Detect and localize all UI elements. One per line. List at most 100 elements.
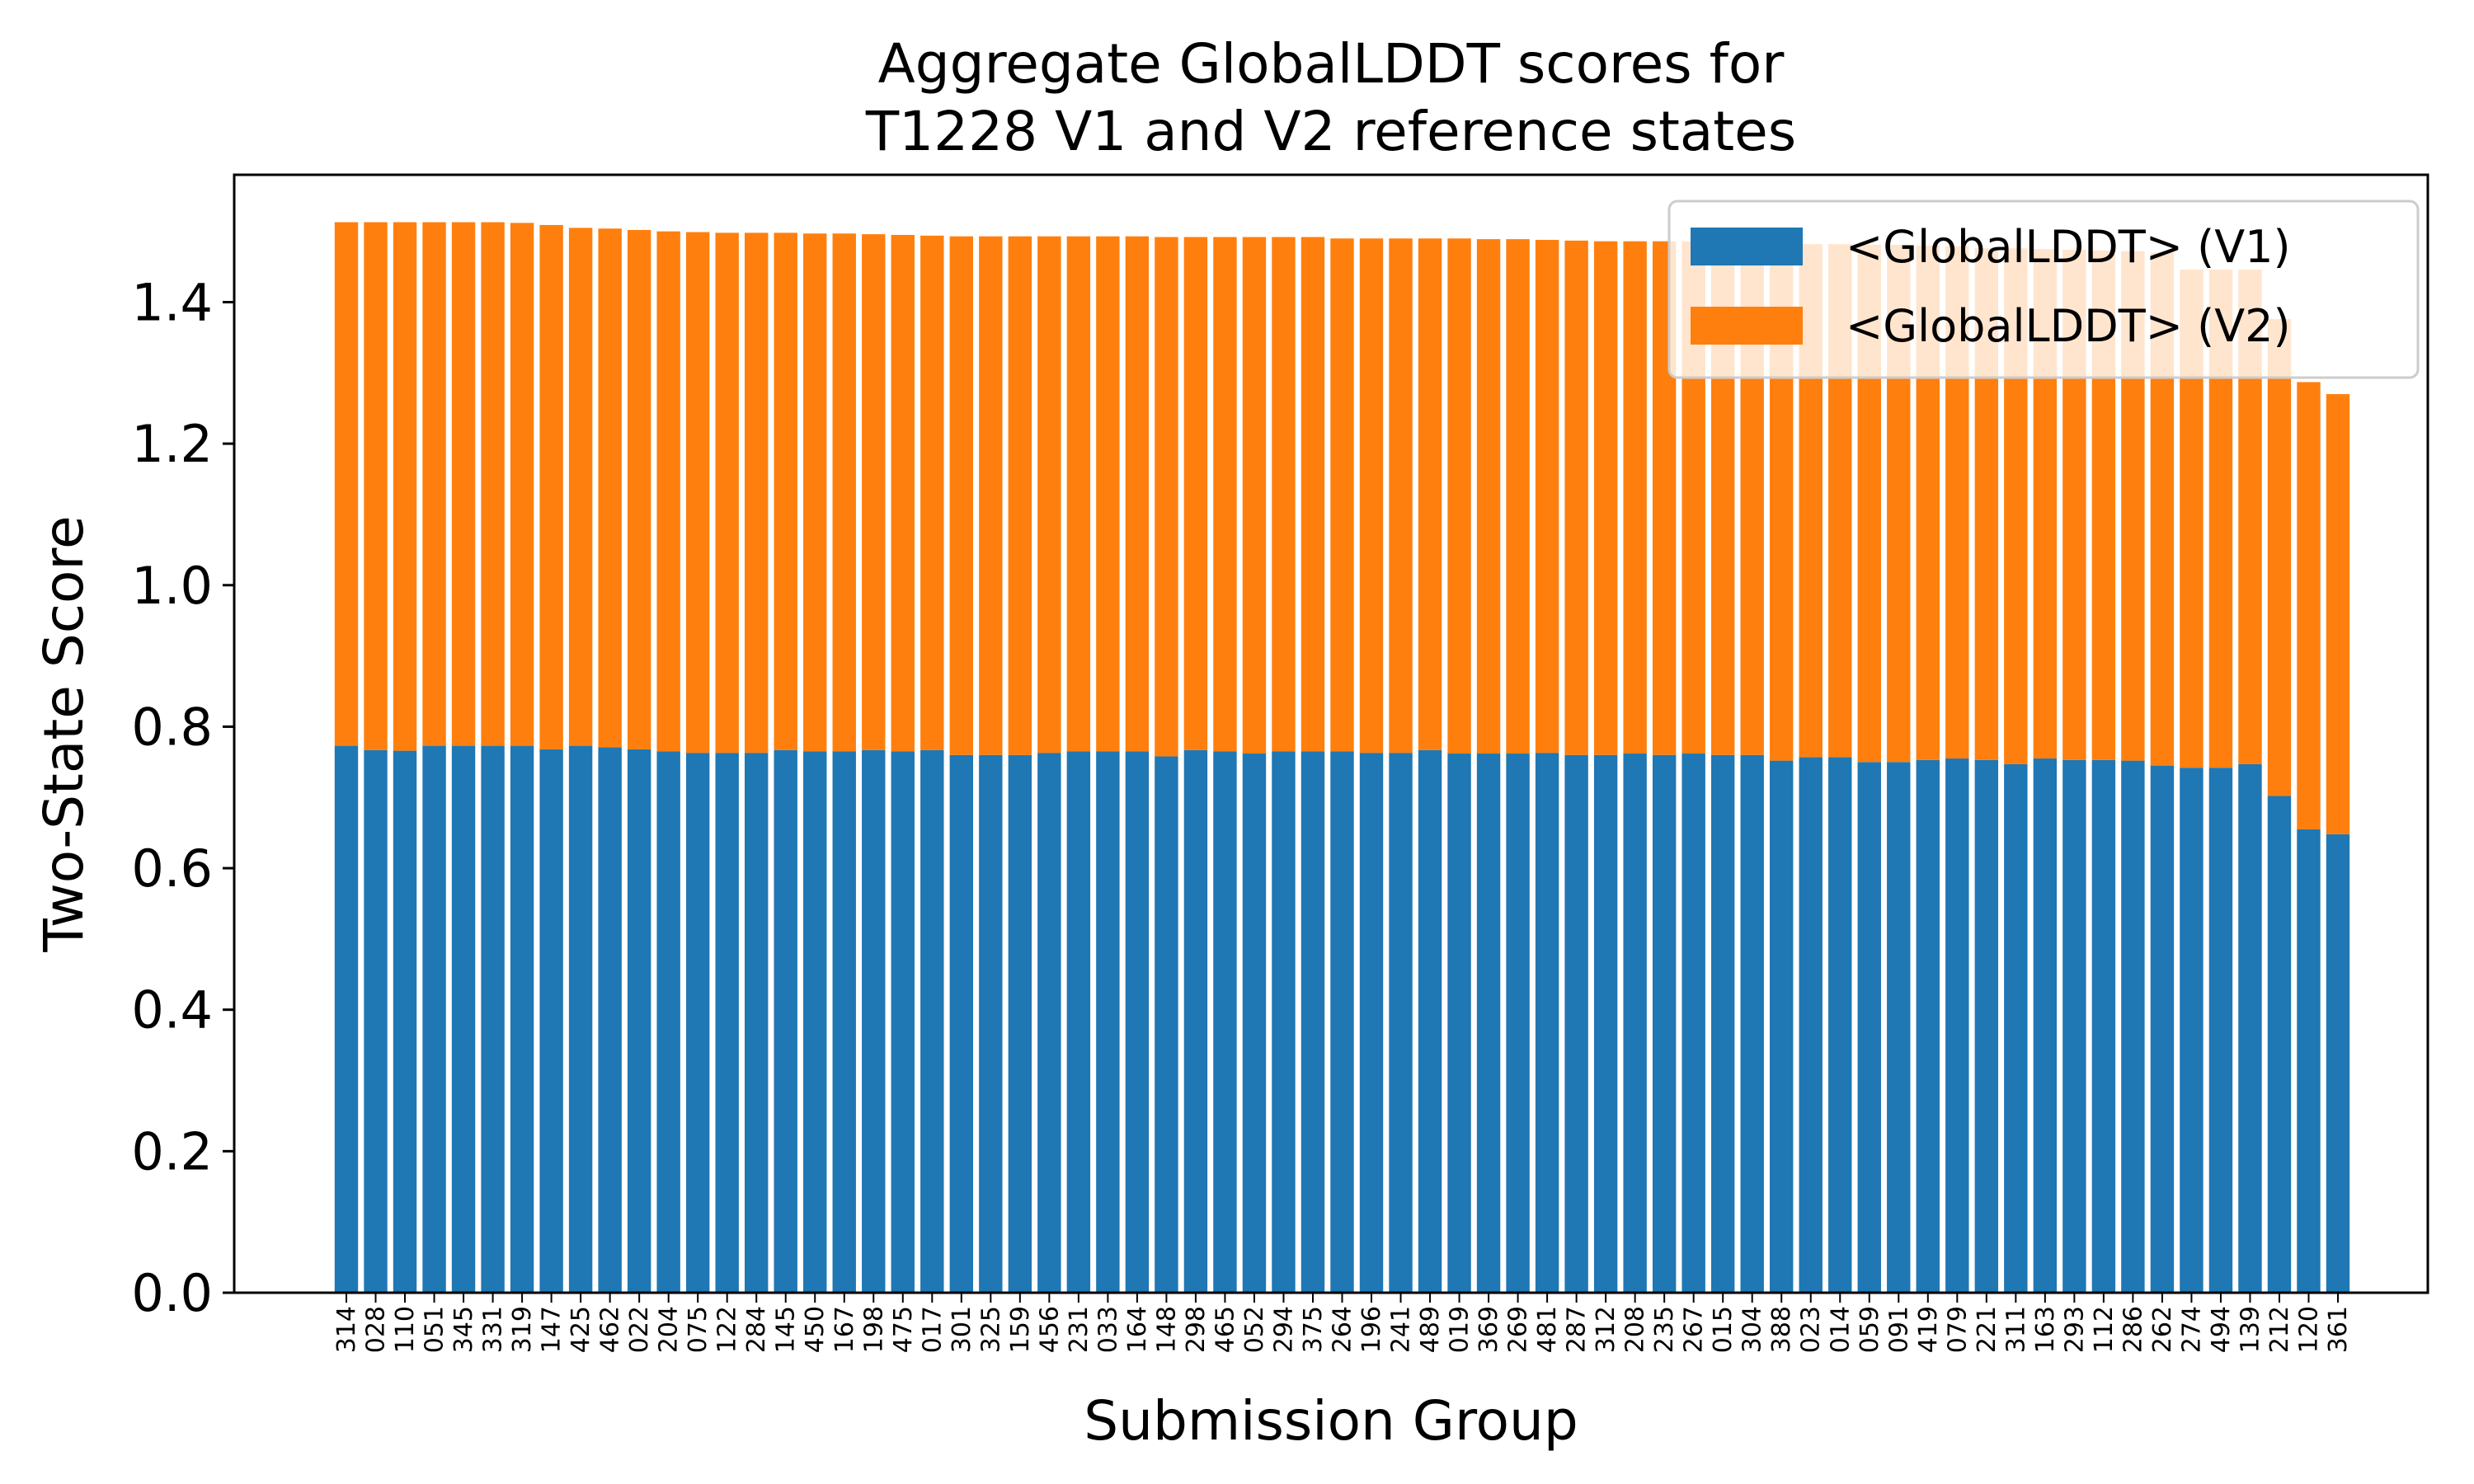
bar-v2-241 (1389, 238, 1413, 754)
bar-v1-262 (2150, 765, 2175, 1293)
bars-layer (334, 222, 2350, 1293)
x-tick-label: 019 (1446, 1306, 1475, 1353)
bar-v2-019 (1447, 238, 1471, 754)
bar-v2-212 (2267, 319, 2292, 796)
x-tick-label: 112 (2090, 1306, 2119, 1353)
x-tick-label: 164 (1123, 1306, 1152, 1353)
legend-swatch-v2 (1691, 307, 1803, 345)
x-tick-label: 033 (1094, 1306, 1122, 1353)
legend-label-v2: <GlobalLDDT> (V2) (1846, 300, 2291, 352)
bar-v2-033 (1096, 236, 1120, 752)
x-tick-label: 293 (2060, 1306, 2089, 1353)
bar-v1-163 (2033, 758, 2058, 1293)
bar-v2-294 (1272, 237, 1296, 752)
bar-v2-425 (568, 228, 593, 746)
x-tick-label: 262 (2148, 1306, 2177, 1353)
y-tick-label: 0.4 (131, 980, 213, 1040)
bar-v1-489 (1418, 749, 1442, 1293)
bar-v2-148 (1155, 237, 1178, 757)
bar-v2-312 (1593, 241, 1618, 755)
bar-v2-164 (1125, 236, 1150, 752)
legend: <GlobalLDDT> (V1) <GlobalLDDT> (V2) (1667, 200, 2420, 379)
x-tick-label: 494 (2207, 1306, 2236, 1353)
bar-v1-388 (1770, 760, 1794, 1293)
x-tick-label: 312 (1592, 1306, 1620, 1353)
bar-v1-286 (2121, 760, 2145, 1293)
bar-v1-475 (891, 751, 915, 1293)
x-tick-label: 267 (1680, 1306, 1709, 1353)
plot-frame (233, 173, 2429, 1294)
bar-v1-139 (2238, 763, 2262, 1293)
x-tick-label: 204 (655, 1306, 684, 1353)
x-tick-label: 196 (1357, 1306, 1386, 1353)
legend-frame (1667, 200, 2420, 379)
bar-v1-425 (568, 745, 593, 1293)
bar-v1-120 (2297, 829, 2321, 1293)
bar-v1-314 (334, 745, 359, 1293)
bar-v1-311 (2004, 763, 2028, 1293)
x-tick-label: 163 (2031, 1306, 2060, 1353)
y-tick-label: 1.2 (131, 414, 213, 474)
x-tick-label: 269 (1504, 1306, 1533, 1353)
bar-v2-167 (832, 233, 856, 752)
bar-v1-122 (715, 753, 739, 1293)
bar-v1-014 (1828, 757, 1852, 1293)
legend-swatch-v1 (1691, 228, 1803, 265)
bar-v1-456 (1037, 753, 1061, 1293)
bar-v2-325 (979, 236, 1003, 755)
x-tick-label: 375 (1299, 1306, 1328, 1353)
bar-v1-231 (1066, 751, 1091, 1293)
x-tick-label: 419 (1914, 1306, 1943, 1353)
bar-v1-059 (1857, 762, 1881, 1293)
bar-v2-489 (1418, 238, 1442, 750)
bar-v1-015 (1710, 754, 1735, 1293)
bar-v1-361 (2326, 834, 2350, 1293)
bar-v2-231 (1066, 236, 1091, 752)
bar-v2-298 (1183, 237, 1208, 750)
bar-v2-345 (451, 222, 476, 746)
bar-v2-314 (334, 222, 359, 746)
y-tick-label: 1.4 (131, 272, 213, 332)
bar-v2-204 (656, 231, 680, 752)
bar-v1-274 (2180, 768, 2204, 1293)
bar-v2-110 (393, 222, 417, 751)
bar-v1-075 (685, 753, 710, 1293)
bar-v2-287 (1564, 240, 1588, 755)
bar-v1-264 (1330, 751, 1354, 1293)
bar-v1-284 (745, 753, 769, 1293)
x-tick-label: 023 (1797, 1306, 1826, 1353)
bar-v2-022 (627, 229, 651, 749)
x-tick-label: 110 (391, 1306, 420, 1353)
bar-v2-319 (510, 223, 534, 746)
bar-v1-301 (949, 754, 974, 1293)
x-tick-label: 284 (742, 1306, 771, 1353)
bar-v2-462 (598, 228, 622, 748)
bar-v1-023 (1799, 757, 1823, 1293)
bar-v1-079 (1945, 758, 1969, 1293)
x-tick-label: 481 (1533, 1306, 1562, 1353)
bar-v2-456 (1037, 236, 1061, 754)
x-tick-label: 139 (2236, 1306, 2265, 1353)
bar-v1-241 (1389, 753, 1413, 1293)
bar-v1-267 (1681, 754, 1705, 1293)
bar-v2-269 (1506, 239, 1530, 754)
x-tick-label: 319 (508, 1306, 537, 1353)
bar-v1-198 (862, 749, 886, 1293)
bar-v1-235 (1652, 754, 1677, 1293)
x-tick-label: 388 (1767, 1306, 1796, 1353)
x-tick-label: 294 (1269, 1306, 1298, 1353)
bar-v1-369 (1476, 754, 1501, 1293)
bar-v1-312 (1593, 754, 1618, 1293)
x-tick-label: 298 (1182, 1306, 1211, 1353)
y-tick-label: 0.6 (131, 838, 213, 899)
bar-v1-419 (1916, 759, 1940, 1293)
x-tick-label: 015 (1709, 1306, 1738, 1353)
bar-v2-052 (1242, 237, 1267, 754)
x-tick-label: 120 (2294, 1306, 2323, 1353)
bar-v2-475 (891, 234, 915, 752)
bar-v1-147 (539, 749, 563, 1293)
bar-v1-375 (1300, 751, 1325, 1293)
bar-v1-462 (598, 747, 622, 1293)
bar-v1-204 (656, 751, 680, 1293)
bar-v2-301 (949, 236, 974, 755)
